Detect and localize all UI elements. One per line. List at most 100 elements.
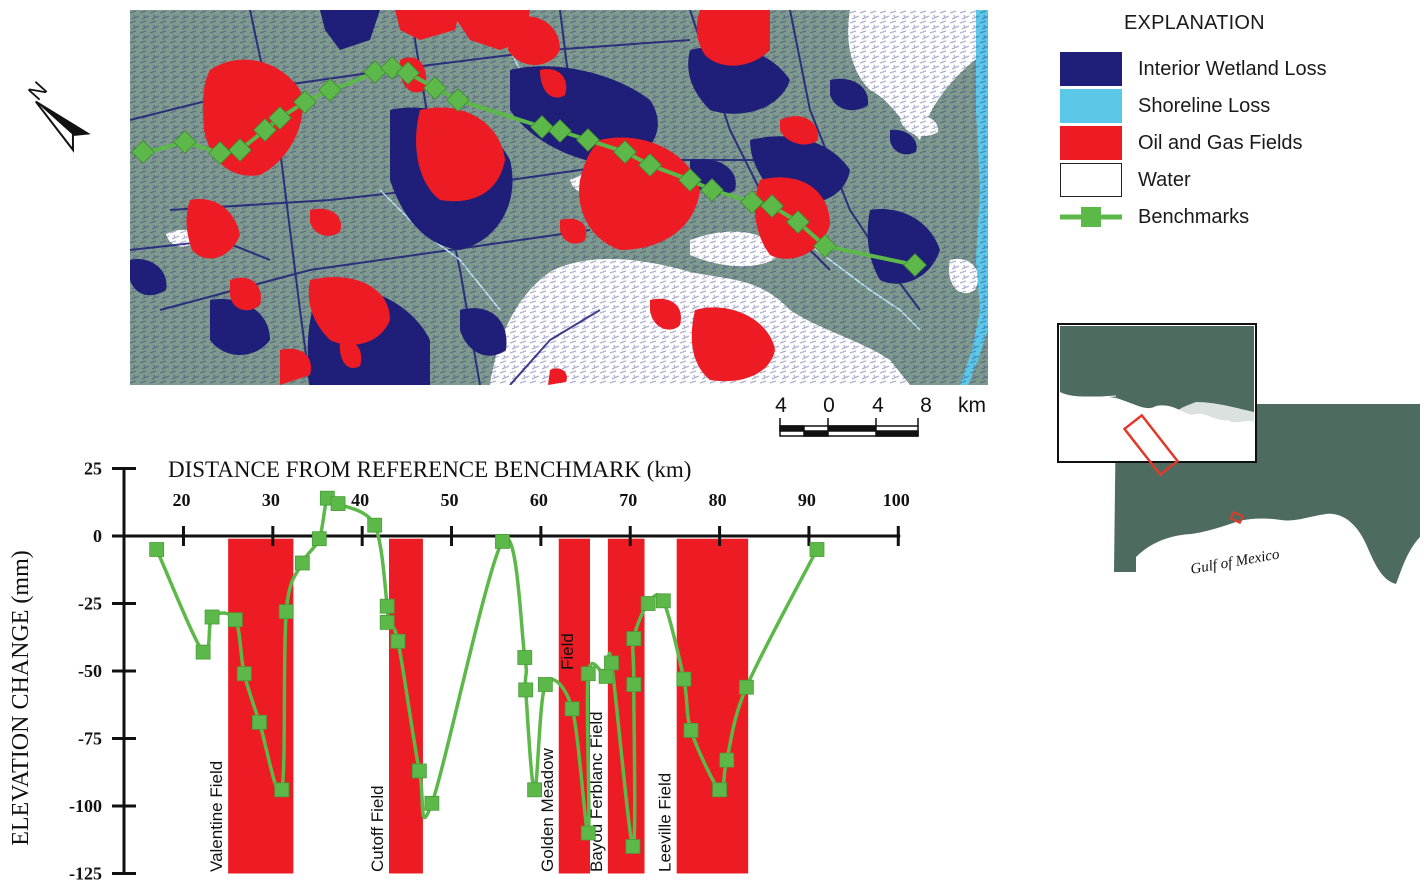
field-bar	[228, 538, 294, 874]
field-label: Valentine Field	[207, 761, 226, 872]
map-benchmark-line	[131, 56, 927, 277]
benchmark-point	[683, 722, 699, 738]
legend-label: Oil and Gas Fields	[1138, 132, 1303, 154]
elevation-change-chart: Valentine Field Cutoff Field Bayou Ferblan…	[8, 457, 910, 882]
y-tick-label: -100	[69, 796, 102, 816]
scale-unit: km	[958, 394, 986, 417]
scale-label-0: 0	[823, 394, 835, 417]
benchmark-point	[149, 542, 165, 557]
y-tick-label: -25	[78, 594, 102, 614]
y-tick-label: 25	[84, 459, 102, 479]
benchmark-point	[655, 593, 671, 609]
y-tick-label: -125	[69, 864, 102, 882]
legend-swatch-wetland-loss	[1060, 52, 1122, 86]
benchmark-point	[227, 612, 243, 628]
legend-swatch-oil-gas	[1060, 126, 1122, 160]
map-oil-gas-fields	[186, 10, 830, 385]
legend-swatch-water	[1060, 163, 1122, 197]
legend-swatch-shoreline-loss	[1060, 89, 1122, 123]
inset-locator-box	[1229, 510, 1245, 525]
x-tick-label: 70	[619, 490, 637, 510]
map-legend: EXPLANATION Interior Wetland Loss Shorel…	[1060, 8, 1410, 238]
x-tick-label: 40	[351, 490, 369, 510]
benchmark-point	[379, 614, 395, 630]
y-tick-label: -75	[78, 729, 102, 749]
scale-label-4a: 4	[775, 394, 787, 417]
benchmark-point	[580, 825, 596, 841]
chart-axes: 25 0 -25 -50 -75 -100 -125 20 30 40 50 60 70 80 90 100	[69, 459, 910, 882]
benchmark-point	[379, 598, 395, 614]
legend-item-benchmarks: Benchmarks	[1060, 200, 1410, 234]
benchmark-point	[236, 666, 252, 682]
benchmark-point	[719, 752, 735, 768]
x-tick-label: 20	[172, 490, 190, 510]
benchmark-point	[604, 655, 619, 671]
benchmark-point	[712, 782, 727, 798]
benchmark-point	[527, 782, 543, 798]
inset-study-area-box	[1122, 413, 1180, 477]
inset-texas-coast	[1114, 542, 1136, 572]
legend-label: Benchmarks	[1138, 206, 1250, 228]
benchmark-point	[390, 633, 406, 649]
benchmark-point	[809, 542, 825, 557]
benchmark-point	[330, 496, 346, 511]
benchmark-point	[626, 677, 642, 692]
scale-bar: 4 0 4 8 km	[775, 394, 986, 437]
legend-label: Interior Wetland Loss	[1138, 58, 1327, 80]
inset-gulf-label: Gulf of Mexico	[1189, 546, 1281, 577]
benchmark-point	[676, 671, 692, 687]
benchmark-point	[537, 677, 553, 692]
x-tick-label: 50	[441, 490, 459, 510]
benchmark-point	[411, 763, 427, 779]
legend-item-water: Water	[1060, 163, 1410, 197]
benchmark-point	[626, 631, 642, 647]
legend-title: EXPLANATION	[1124, 12, 1265, 34]
wetland-loss-map	[130, 10, 988, 385]
field-label: Field	[558, 633, 577, 670]
north-letter: N	[23, 77, 52, 106]
benchmark-point	[625, 839, 641, 854]
benchmark-symbol-icon	[1060, 207, 1122, 227]
benchmark-point	[598, 668, 614, 684]
field-label: Golden Meadow	[538, 747, 557, 872]
field-bars: Valentine Field Cutoff Field Bayou Ferblan…	[207, 538, 749, 874]
benchmark-point	[204, 609, 220, 625]
field-label: Leeville Field	[656, 773, 675, 872]
benchmark-point	[580, 666, 596, 682]
benchmark-point	[495, 534, 510, 549]
x-tick-label: 100	[883, 490, 910, 510]
benchmark-point	[311, 531, 327, 547]
y-tick-label: -50	[78, 661, 102, 681]
y-tick-label: 0	[93, 526, 102, 546]
legend-item-interior-wetland-loss: Interior Wetland Loss	[1060, 52, 1410, 86]
x-tick-label: 90	[798, 490, 816, 510]
benchmark-point	[517, 650, 533, 665]
benchmark-point	[367, 517, 383, 533]
field-label: Cutoff Field	[368, 785, 387, 872]
field-bar	[607, 538, 645, 874]
legend-label: Shoreline Loss	[1138, 95, 1271, 117]
benchmark-point	[278, 604, 294, 620]
legend-item-shoreline-loss: Shoreline Loss	[1060, 89, 1410, 123]
field-bar	[388, 538, 423, 874]
chart-title: DISTANCE FROM REFERENCE BENCHMARK (km)	[168, 457, 691, 482]
north-arrow-icon: N	[23, 77, 91, 153]
benchmark-point	[274, 782, 290, 798]
benchmark-point	[252, 714, 267, 730]
x-tick-label: 80	[709, 490, 727, 510]
benchmark-point	[640, 596, 656, 611]
benchmark-point	[424, 795, 440, 811]
x-tick-label: 60	[530, 490, 548, 510]
inset-detail-box	[1057, 323, 1257, 477]
legend-label: Water	[1138, 169, 1191, 191]
y-axis-label: ELEVATION CHANGE (mm)	[8, 550, 34, 846]
scale-label-8: 8	[920, 394, 932, 417]
benchmark-point	[564, 701, 580, 717]
scale-bar-blocks	[779, 418, 919, 437]
benchmark-point	[518, 682, 534, 698]
benchmark-point	[195, 644, 211, 660]
benchmark-point	[738, 679, 754, 695]
chart-series	[149, 490, 825, 854]
x-tick-label: 30	[262, 490, 280, 510]
benchmark-point	[294, 555, 310, 571]
